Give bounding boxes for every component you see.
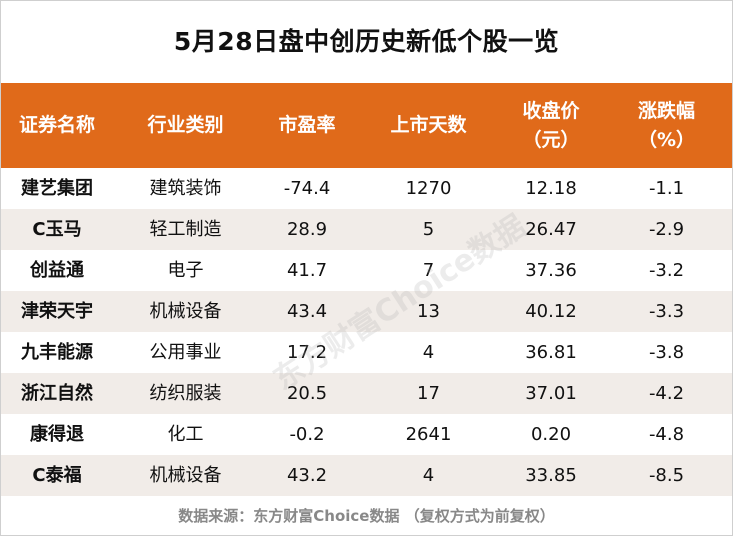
cell-change-pct: -3.2	[648, 260, 685, 281]
cell-pe-ratio: 28.9	[286, 219, 328, 240]
cell-close-price: 0.20	[530, 424, 572, 445]
header-close-price: 收盘价 （元）	[522, 99, 580, 151]
cell-change-pct: -3.8	[648, 342, 685, 363]
cell-industry: 公用事业	[149, 342, 222, 363]
cell-listing-days: 2641	[405, 424, 452, 445]
table-row: 建艺集团 建筑装饰 -74.4 1270 12.18 -1.1	[1, 168, 732, 209]
cell-security-name: 康得退	[30, 424, 84, 445]
cell-pe-ratio: 17.2	[286, 342, 328, 363]
cell-listing-days: 7	[422, 260, 435, 281]
cell-change-pct: -8.5	[648, 465, 685, 486]
cell-change-pct: -3.3	[648, 301, 685, 322]
cell-security-name: 创益通	[30, 260, 84, 281]
cell-listing-days: 5	[422, 219, 435, 240]
cell-close-price: 40.12	[525, 301, 577, 322]
cell-security-name: 浙江自然	[21, 383, 93, 404]
cell-change-pct: -1.1	[648, 178, 685, 199]
cell-close-price: 37.36	[525, 260, 577, 281]
header-pe-ratio: 市盈率	[278, 114, 336, 136]
cell-close-price: 36.81	[525, 342, 577, 363]
cell-change-pct: -4.2	[648, 383, 685, 404]
table-row: 浙江自然 纺织服装 20.5 17 37.01 -4.2	[1, 373, 732, 414]
table-header: 证券名称 行业类别 市盈率 上市天数 收盘价 （元） 涨跌幅 （%）	[1, 83, 732, 168]
cell-security-name: 建艺集团	[21, 178, 93, 199]
source-footer: 数据来源：东方财富Choice数据 （复权方式为前复权）	[178, 507, 555, 525]
table-row: 康得退 化工 -0.2 2641 0.20 -4.8	[1, 414, 732, 455]
table-row: C玉马 轻工制造 28.9 5 26.47 -2.9	[1, 209, 732, 250]
cell-pe-ratio: 41.7	[286, 260, 328, 281]
cell-listing-days: 1270	[405, 178, 452, 199]
table-row: C泰福 机械设备 43.2 4 33.85 -8.5	[1, 455, 732, 496]
cell-close-price: 26.47	[525, 219, 577, 240]
cell-security-name: C玉马	[32, 219, 82, 240]
cell-listing-days: 13	[417, 301, 440, 322]
cell-listing-days: 4	[422, 342, 435, 363]
cell-listing-days: 4	[422, 465, 435, 486]
cell-pe-ratio: 43.2	[286, 465, 328, 486]
cell-close-price: 12.18	[525, 178, 577, 199]
cell-close-price: 33.85	[525, 465, 577, 486]
cell-change-pct: -2.9	[648, 219, 685, 240]
table-row: 津荣天宇 机械设备 43.4 13 40.12 -3.3	[1, 291, 732, 332]
table-row: 九丰能源 公用事业 17.2 4 36.81 -3.8	[1, 332, 732, 373]
cell-industry: 轻工制造	[149, 219, 222, 240]
cell-change-pct: -4.8	[648, 424, 685, 445]
cell-security-name: 九丰能源	[21, 342, 93, 363]
cell-pe-ratio: 43.4	[286, 301, 328, 322]
cell-pe-ratio: -0.2	[289, 424, 325, 445]
cell-industry: 电子	[167, 260, 204, 281]
header-security-name: 证券名称	[18, 114, 95, 136]
header-change-pct: 涨跌幅 （%）	[637, 99, 696, 151]
cell-pe-ratio: 20.5	[286, 383, 328, 404]
cell-listing-days: 17	[417, 383, 440, 404]
cell-industry: 化工	[167, 424, 204, 445]
cell-industry: 机械设备	[149, 301, 222, 322]
page-title: 5月28日盘中创历史新低个股一览	[173, 27, 560, 56]
cell-industry: 纺织服装	[149, 383, 222, 404]
header-industry: 行业类别	[147, 114, 224, 136]
cell-pe-ratio: -74.4	[283, 178, 331, 199]
cell-industry: 机械设备	[149, 465, 222, 486]
header-listing-days: 上市天数	[390, 114, 467, 136]
cell-industry: 建筑装饰	[149, 178, 222, 199]
cell-security-name: C泰福	[32, 465, 82, 486]
cell-close-price: 37.01	[525, 383, 577, 404]
cell-security-name: 津荣天宇	[21, 301, 93, 322]
table-row: 创益通 电子 41.7 7 37.36 -3.2	[1, 250, 732, 291]
